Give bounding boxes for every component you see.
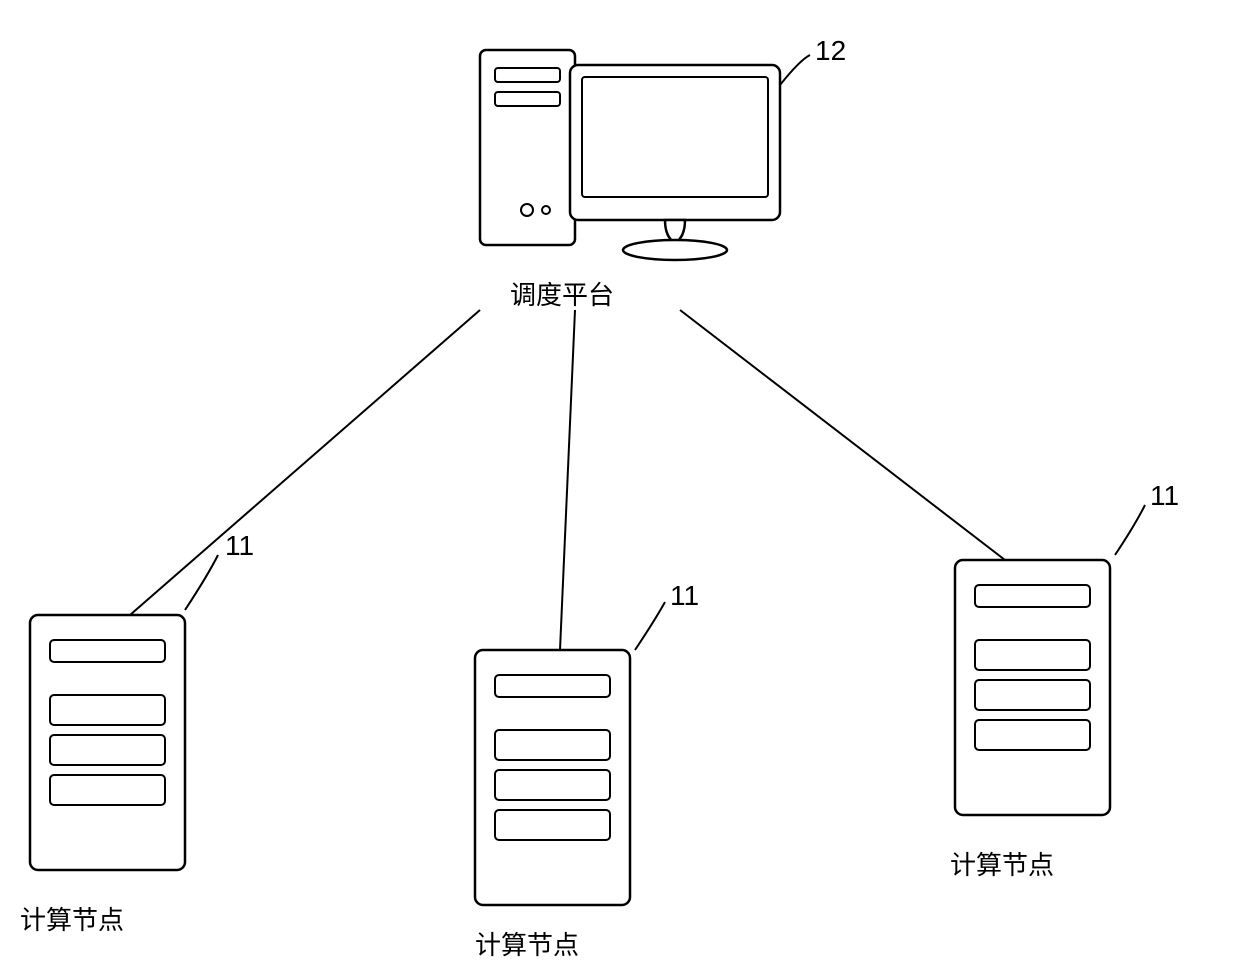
scheduler-ref: 12 bbox=[815, 35, 846, 67]
scheduler-label: 调度平台 bbox=[510, 275, 614, 312]
compute3-label: 计算节点 bbox=[950, 845, 1054, 882]
diagram-svg bbox=[0, 0, 1240, 954]
desktop-tower-icon bbox=[480, 50, 575, 245]
compute3-ref: 11 bbox=[1150, 480, 1179, 512]
scheduler-node bbox=[480, 50, 780, 260]
edge-line bbox=[560, 310, 575, 650]
compute1-ref: 11 bbox=[225, 530, 254, 562]
desktop-monitor-icon bbox=[570, 65, 780, 260]
edge-line bbox=[680, 310, 1005, 560]
edge-line bbox=[130, 310, 480, 615]
compute1-label: 计算节点 bbox=[20, 900, 124, 937]
compute2-ref: 11 bbox=[670, 580, 699, 612]
compute-node-3 bbox=[955, 560, 1110, 815]
edges-group bbox=[130, 310, 1005, 650]
compute-node-2 bbox=[475, 650, 630, 905]
compute2-label: 计算节点 bbox=[475, 925, 579, 962]
diagram-container: 调度平台 12 计算节点 11 计算节点 11 计算节点 11 bbox=[0, 0, 1240, 954]
compute-node-1 bbox=[30, 615, 185, 870]
